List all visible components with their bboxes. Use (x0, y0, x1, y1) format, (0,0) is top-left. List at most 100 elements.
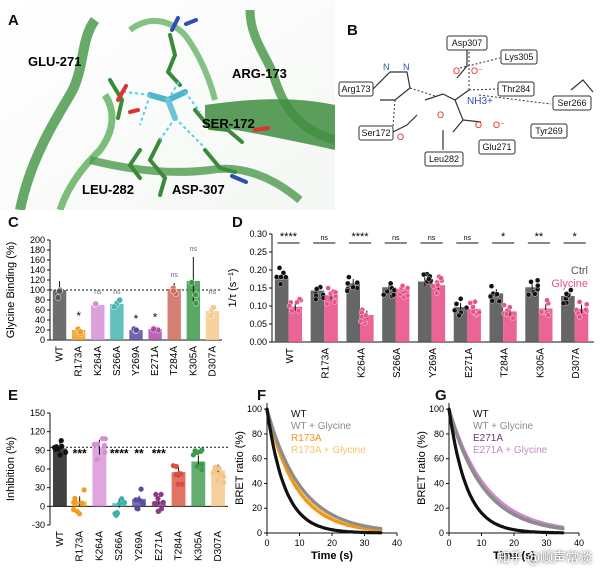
legend-entry: WT + Glycine (473, 421, 534, 432)
x-tick-label: 20 (509, 538, 519, 548)
data-point (71, 507, 77, 513)
data-point (56, 287, 63, 295)
data-point (289, 308, 295, 314)
significance-label: ** (535, 231, 544, 243)
x-tick-label: WT (55, 531, 66, 547)
panel-f-label: F (257, 387, 267, 404)
data-point (79, 500, 85, 506)
data-point (216, 465, 222, 472)
watermark: 知乎 @顺声常谈 (496, 551, 592, 566)
data-point (138, 486, 144, 492)
data-point (155, 495, 161, 502)
x-tick-label: R173A (74, 346, 85, 377)
x-tick-label: 30 (541, 538, 551, 548)
y-tick-label: 30 (35, 483, 45, 493)
data-point (278, 274, 284, 280)
data-point (102, 449, 108, 455)
bar-ctrl (310, 290, 325, 342)
y-tick-label: 60 (35, 464, 45, 474)
panel-d-label: D (232, 214, 243, 231)
series-line (447, 407, 565, 535)
legend-entry: WT + Glycine (291, 421, 352, 432)
legend-ctrl: Ctrl (571, 265, 588, 277)
data-point (532, 291, 538, 297)
y-tick-label: 80 (434, 429, 444, 439)
residue-label-ser172: SER-172 (202, 116, 255, 131)
significance-label: **** (110, 447, 129, 461)
data-point (568, 287, 574, 293)
series-line (447, 407, 565, 531)
y-tick-label: 0.00 (249, 337, 267, 347)
data-point (53, 444, 60, 450)
data-point (534, 277, 541, 284)
y-axis-label: 1/τ (s⁻¹) (228, 269, 239, 308)
y-tick-label: 100 (30, 285, 45, 295)
x-tick-label: K264A (94, 531, 105, 561)
bar-ctrl (489, 293, 504, 342)
y-tick-label: 160 (30, 255, 45, 265)
data-point (390, 292, 397, 298)
data-point (158, 491, 164, 497)
x-axis-label: Time (s) (311, 550, 353, 562)
significance-label: ns (392, 235, 400, 242)
y-tick-label: 80 (252, 429, 262, 439)
svg-text:O: O (437, 110, 444, 120)
data-point (110, 303, 118, 311)
significance-label: ns (464, 235, 472, 242)
svg-text:O⁻: O⁻ (471, 66, 483, 76)
data-point (121, 499, 128, 506)
significance-label: *** (73, 447, 87, 461)
data-point (354, 279, 360, 286)
x-tick-label: T284A (169, 346, 180, 376)
significance-label: ns (209, 289, 217, 296)
data-point (314, 286, 320, 292)
data-point (190, 452, 196, 458)
y-tick-label: 20 (35, 325, 45, 335)
data-point (510, 315, 516, 321)
x-tick-label: E271A (150, 346, 161, 376)
bar (167, 289, 181, 340)
y-axis-label: Glycine Binding (%) (5, 242, 17, 339)
data-point (150, 325, 157, 333)
x-tick-label: E271A (154, 531, 165, 561)
data-point (313, 296, 319, 303)
x-tick-label: S266A (112, 346, 123, 376)
bar-glycine (467, 308, 481, 342)
data-point (350, 284, 356, 290)
data-point (535, 282, 541, 289)
data-point (276, 265, 283, 271)
y-tick-label: 90 (35, 445, 45, 455)
panel-g-label: G (435, 387, 447, 404)
svg-text:N: N (383, 62, 390, 72)
svg-text:O⁻: O⁻ (493, 120, 505, 130)
data-point (434, 290, 440, 296)
significance-label: * (134, 312, 139, 326)
data-point (199, 467, 205, 473)
box-asp307: Asp307 (452, 38, 483, 48)
data-point (135, 506, 141, 512)
data-point (54, 294, 62, 301)
panel-e-label: E (8, 387, 19, 404)
data-point (487, 293, 494, 300)
bar (211, 470, 226, 507)
x-tick-label: 10 (294, 538, 304, 548)
panel-d: D 0.00 0.05 0.10 0.15 0.20 0.25 0.30 1/τ (s⁻¹) *… (227, 212, 600, 382)
x-tick-label: D307A (207, 346, 218, 377)
data-point (576, 314, 583, 320)
data-point (133, 326, 140, 334)
panel-b: B Asp307 Lys305 Arg173 Thr284 Ser266 Ser… (335, 0, 600, 210)
data-point (57, 452, 63, 458)
y-axis-label: BRET ratio (%) (235, 431, 246, 505)
bar-glycine (288, 306, 303, 342)
data-point (192, 291, 199, 299)
data-point (560, 300, 567, 307)
significance-label: ns (113, 289, 121, 296)
data-point (430, 283, 436, 289)
significance-label: ns (94, 289, 102, 296)
bar-ctrl (274, 276, 289, 342)
data-point (381, 292, 387, 298)
x-tick-label: R173A (321, 348, 332, 379)
y-axis-label: BRET ratio (%) (417, 431, 428, 505)
y-tick-label: 60 (434, 454, 444, 464)
